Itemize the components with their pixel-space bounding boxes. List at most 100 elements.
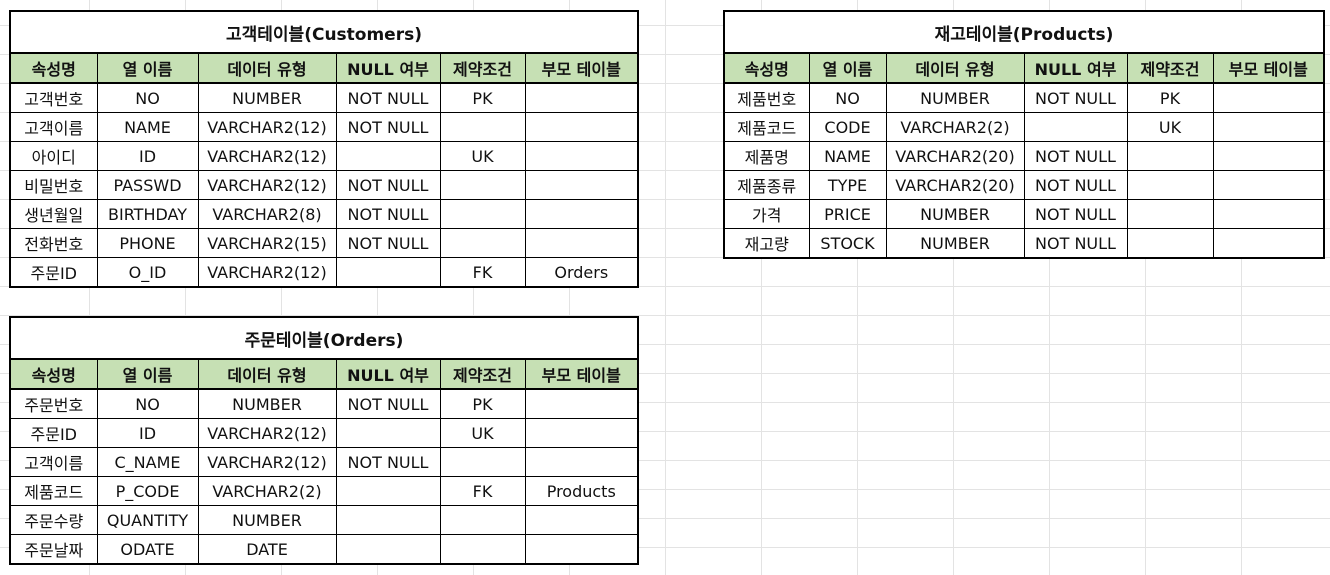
null-cell[interactable]: NOT NULL	[1023, 82, 1128, 113]
constraint-cell[interactable]: FK	[439, 257, 526, 288]
data-type-cell[interactable]: VARCHAR2(12)	[197, 170, 337, 200]
parent-table-cell[interactable]	[524, 388, 639, 419]
attribute-name-cell[interactable]: 주문ID	[9, 257, 98, 288]
constraint-cell[interactable]	[439, 112, 526, 142]
constraint-cell[interactable]	[439, 199, 526, 229]
parent-table-cell[interactable]	[524, 112, 639, 142]
column-name-cell[interactable]: QUANTITY	[96, 505, 199, 535]
data-type-cell[interactable]: VARCHAR2(12)	[197, 257, 337, 288]
attribute-name-cell[interactable]: 고객이름	[9, 112, 98, 142]
attribute-name-cell[interactable]: 제품번호	[723, 82, 810, 113]
null-cell[interactable]: NOT NULL	[1023, 170, 1128, 200]
constraint-cell[interactable]: UK	[439, 418, 526, 448]
attribute-name-cell[interactable]: 제품코드	[723, 112, 810, 142]
attribute-name-cell[interactable]: 생년월일	[9, 199, 98, 229]
constraint-cell[interactable]: UK	[1126, 112, 1214, 142]
attribute-name-cell[interactable]: 고객이름	[9, 447, 98, 477]
attribute-name-cell[interactable]: 재고량	[723, 228, 810, 259]
data-type-cell[interactable]: VARCHAR2(12)	[197, 112, 337, 142]
data-type-cell[interactable]: NUMBER	[197, 388, 337, 419]
null-cell[interactable]: NOT NULL	[335, 447, 441, 477]
null-cell[interactable]	[335, 505, 441, 535]
parent-table-cell[interactable]	[1212, 199, 1325, 229]
parent-table-cell[interactable]	[524, 82, 639, 113]
constraint-cell[interactable]	[1126, 170, 1214, 200]
null-cell[interactable]: NOT NULL	[335, 199, 441, 229]
data-type-cell[interactable]: VARCHAR2(20)	[885, 170, 1025, 200]
null-cell[interactable]: NOT NULL	[335, 228, 441, 258]
parent-table-cell[interactable]	[1212, 170, 1325, 200]
column-name-cell[interactable]: TYPE	[808, 170, 887, 200]
column-name-cell[interactable]: PRICE	[808, 199, 887, 229]
column-name-cell[interactable]: NO	[96, 82, 199, 113]
null-cell[interactable]	[335, 257, 441, 288]
column-name-cell[interactable]: NAME	[96, 112, 199, 142]
parent-table-cell[interactable]	[1212, 228, 1325, 259]
null-cell[interactable]: NOT NULL	[1023, 228, 1128, 259]
attribute-name-cell[interactable]: 주문날짜	[9, 534, 98, 565]
parent-table-cell[interactable]	[524, 505, 639, 535]
parent-table-cell[interactable]	[1212, 112, 1325, 142]
constraint-cell[interactable]: PK	[1126, 82, 1214, 113]
null-cell[interactable]: NOT NULL	[335, 82, 441, 113]
parent-table-cell[interactable]	[1212, 82, 1325, 113]
constraint-cell[interactable]: PK	[439, 82, 526, 113]
constraint-cell[interactable]	[439, 170, 526, 200]
null-cell[interactable]: NOT NULL	[1023, 141, 1128, 171]
column-name-cell[interactable]: C_NAME	[96, 447, 199, 477]
attribute-name-cell[interactable]: 아이디	[9, 141, 98, 171]
data-type-cell[interactable]: VARCHAR2(2)	[197, 476, 337, 506]
constraint-cell[interactable]	[439, 505, 526, 535]
parent-table-cell[interactable]	[1212, 141, 1325, 171]
column-name-cell[interactable]: STOCK	[808, 228, 887, 259]
attribute-name-cell[interactable]: 전화번호	[9, 228, 98, 258]
data-type-cell[interactable]: NUMBER	[885, 228, 1025, 259]
null-cell[interactable]	[335, 141, 441, 171]
null-cell[interactable]: NOT NULL	[335, 388, 441, 419]
constraint-cell[interactable]: UK	[439, 141, 526, 171]
constraint-cell[interactable]	[1126, 141, 1214, 171]
column-name-cell[interactable]: NO	[96, 388, 199, 419]
attribute-name-cell[interactable]: 제품명	[723, 141, 810, 171]
parent-table-cell[interactable]	[524, 141, 639, 171]
parent-table-cell[interactable]	[524, 418, 639, 448]
attribute-name-cell[interactable]: 비밀번호	[9, 170, 98, 200]
null-cell[interactable]	[1023, 112, 1128, 142]
column-name-cell[interactable]: BIRTHDAY	[96, 199, 199, 229]
constraint-cell[interactable]	[439, 447, 526, 477]
null-cell[interactable]: NOT NULL	[335, 112, 441, 142]
null-cell[interactable]	[335, 418, 441, 448]
data-type-cell[interactable]: VARCHAR2(8)	[197, 199, 337, 229]
data-type-cell[interactable]: VARCHAR2(15)	[197, 228, 337, 258]
column-name-cell[interactable]: PASSWD	[96, 170, 199, 200]
column-name-cell[interactable]: ODATE	[96, 534, 199, 565]
parent-table-cell[interactable]	[524, 447, 639, 477]
attribute-name-cell[interactable]: 제품코드	[9, 476, 98, 506]
null-cell[interactable]: NOT NULL	[335, 170, 441, 200]
parent-table-cell[interactable]	[524, 199, 639, 229]
constraint-cell[interactable]	[1126, 228, 1214, 259]
parent-table-cell[interactable]: Products	[524, 476, 639, 506]
null-cell[interactable]: NOT NULL	[1023, 199, 1128, 229]
data-type-cell[interactable]: VARCHAR2(12)	[197, 447, 337, 477]
column-name-cell[interactable]: NO	[808, 82, 887, 113]
data-type-cell[interactable]: VARCHAR2(2)	[885, 112, 1025, 142]
null-cell[interactable]	[335, 534, 441, 565]
data-type-cell[interactable]: NUMBER	[885, 82, 1025, 113]
attribute-name-cell[interactable]: 주문ID	[9, 418, 98, 448]
data-type-cell[interactable]: VARCHAR2(20)	[885, 141, 1025, 171]
attribute-name-cell[interactable]: 고객번호	[9, 82, 98, 113]
data-type-cell[interactable]: DATE	[197, 534, 337, 565]
column-name-cell[interactable]: CODE	[808, 112, 887, 142]
constraint-cell[interactable]: PK	[439, 388, 526, 419]
parent-table-cell[interactable]: Orders	[524, 257, 639, 288]
column-name-cell[interactable]: P_CODE	[96, 476, 199, 506]
data-type-cell[interactable]: NUMBER	[197, 82, 337, 113]
data-type-cell[interactable]: VARCHAR2(12)	[197, 141, 337, 171]
parent-table-cell[interactable]	[524, 228, 639, 258]
column-name-cell[interactable]: O_ID	[96, 257, 199, 288]
constraint-cell[interactable]	[439, 228, 526, 258]
data-type-cell[interactable]: VARCHAR2(12)	[197, 418, 337, 448]
column-name-cell[interactable]: PHONE	[96, 228, 199, 258]
column-name-cell[interactable]: ID	[96, 418, 199, 448]
